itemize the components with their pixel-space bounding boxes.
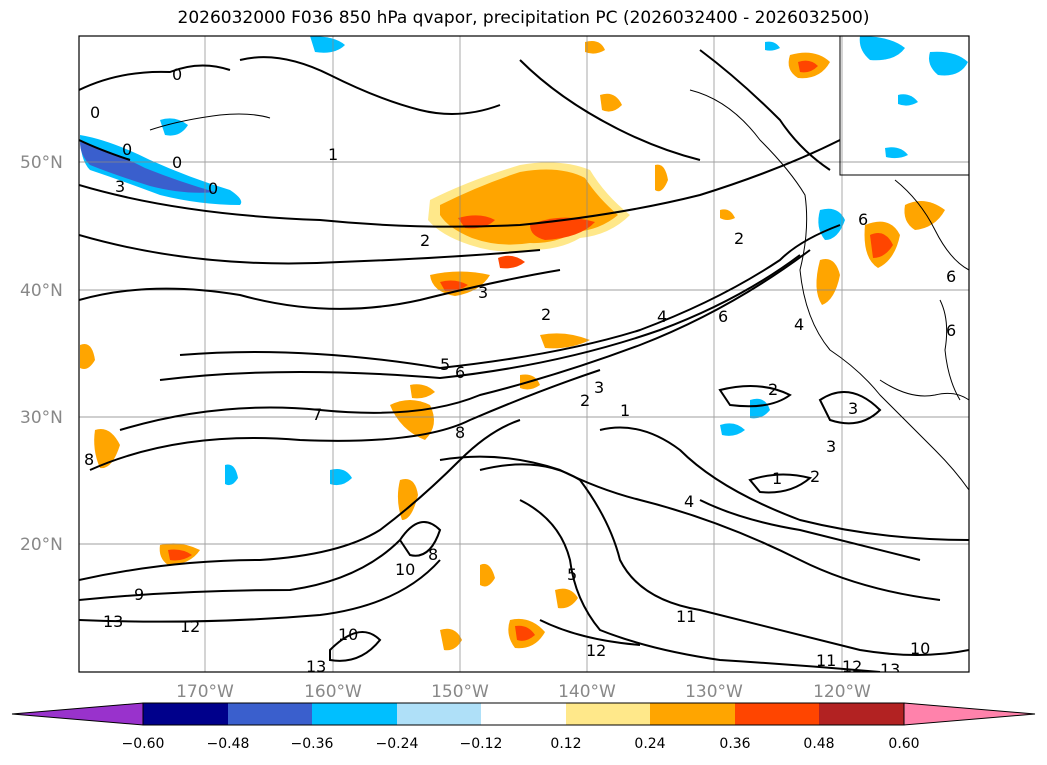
colorbar-tick-label: −0.12 [460,736,503,752]
contour-label: 11 [816,651,836,670]
contour-label: 2 [580,391,590,410]
contour-label: 2 [768,380,778,399]
contour-label: 2 [420,231,430,250]
map-frame [78,35,970,673]
lat-tick-label: 20°N [20,535,63,555]
colorbar-extend-right [903,702,1036,726]
contour-label: 10 [910,639,930,658]
lat-tick-label: 50°N [20,153,63,173]
colorbar-tick-label: 0.36 [719,736,750,752]
lon-axis: 170°W 160°W 150°W 140°W 130°W 120°W [176,682,871,702]
contour-label: 12 [180,617,200,636]
colorbar-segment [481,703,566,725]
contour-label: 2 [734,229,744,248]
colorbar-segment [819,703,904,725]
contour-label: 10 [395,560,415,579]
contour-label: 10 [338,625,358,644]
contour-label: 1 [772,469,782,488]
lat-axis: 50°N 40°N 30°N 20°N [20,153,63,555]
contour-label: 12 [586,641,606,660]
contour-label: 8 [428,545,438,564]
colorbar-tick-label: −0.48 [207,736,250,752]
contour-label: 6 [718,307,728,326]
contour-label: 0 [172,65,182,84]
contour-label: 7 [312,405,322,424]
contour-label: 2 [810,467,820,486]
lat-tick-label: 40°N [20,281,63,301]
lon-tick-label: 140°W [558,682,616,702]
contour-labels: 0 0 0 0 0 3 1 2 2 3 2 4 6 5 6 7 8 8 2 3 … [84,65,956,679]
contour-label: 13 [103,612,123,631]
contour-label: 1 [620,401,630,420]
map-plot-area [79,36,969,672]
map-graticule [79,36,969,672]
contour-label: 2 [541,305,551,324]
contour-label: 1 [328,145,338,164]
colorbar-segment [566,703,650,725]
contour-label: 3 [826,437,836,456]
colorbar-tick-label: 0.60 [888,736,919,752]
contour-label: 4 [684,492,694,511]
lon-tick-label: 120°W [813,682,871,702]
contour-label: 5 [440,355,450,374]
contour-label: 6 [455,363,465,382]
contour-label: 13 [306,657,326,676]
colorbar-tick-label: −0.60 [122,736,165,752]
colorbar-tick-label: 0.24 [634,736,665,752]
contour-label: 8 [455,423,465,442]
contour-label: 9 [134,585,144,604]
contour-label: 8 [84,450,94,469]
colorbar-tick-label: −0.36 [291,736,334,752]
colorbar-segment [735,703,819,725]
coastlines [149,36,969,491]
colorbar-segment [312,703,397,725]
contour-label: 5 [567,565,577,584]
contour-label: 6 [946,267,956,286]
lon-tick-label: 170°W [176,682,234,702]
lon-tick-label: 130°W [685,682,743,702]
lon-tick-label: 150°W [431,682,489,702]
contour-label: 3 [478,283,488,302]
colorbar-segment [650,703,735,725]
contour-label: 0 [90,103,100,122]
colorbar-segment [397,703,481,725]
colorbar-segment [143,703,228,725]
colorbar-tick-label: 0.12 [550,736,581,752]
lat-tick-label: 30°N [20,408,63,428]
contour-label: 3 [848,399,858,418]
contour-label: 12 [842,657,862,676]
contour-label: 0 [172,153,182,172]
contour-label: 11 [676,607,696,626]
colorbar-tick-label: 0.48 [803,736,834,752]
contour-label: 6 [858,210,868,229]
contour-label: 4 [657,307,667,326]
contour-label: 0 [122,140,132,159]
colorbar: −0.60 −0.48 −0.36 −0.24 −0.12 0.12 0.24 … [11,702,1036,752]
contour-label: 13 [880,660,900,679]
contour-label: 3 [594,378,604,397]
qvapor-contours [79,49,969,672]
map-title: 2026032000 F036 850 hPa qvapor, precipit… [177,8,870,28]
colorbar-tick-label: −0.24 [376,736,419,752]
contour-label: 4 [794,315,804,334]
contour-label: 0 [208,179,218,198]
colorbar-segment [228,703,312,725]
contour-label: 3 [115,177,125,196]
colorbar-extend-left [11,702,144,726]
contour-label: 6 [946,321,956,340]
lon-tick-label: 160°W [304,682,362,702]
